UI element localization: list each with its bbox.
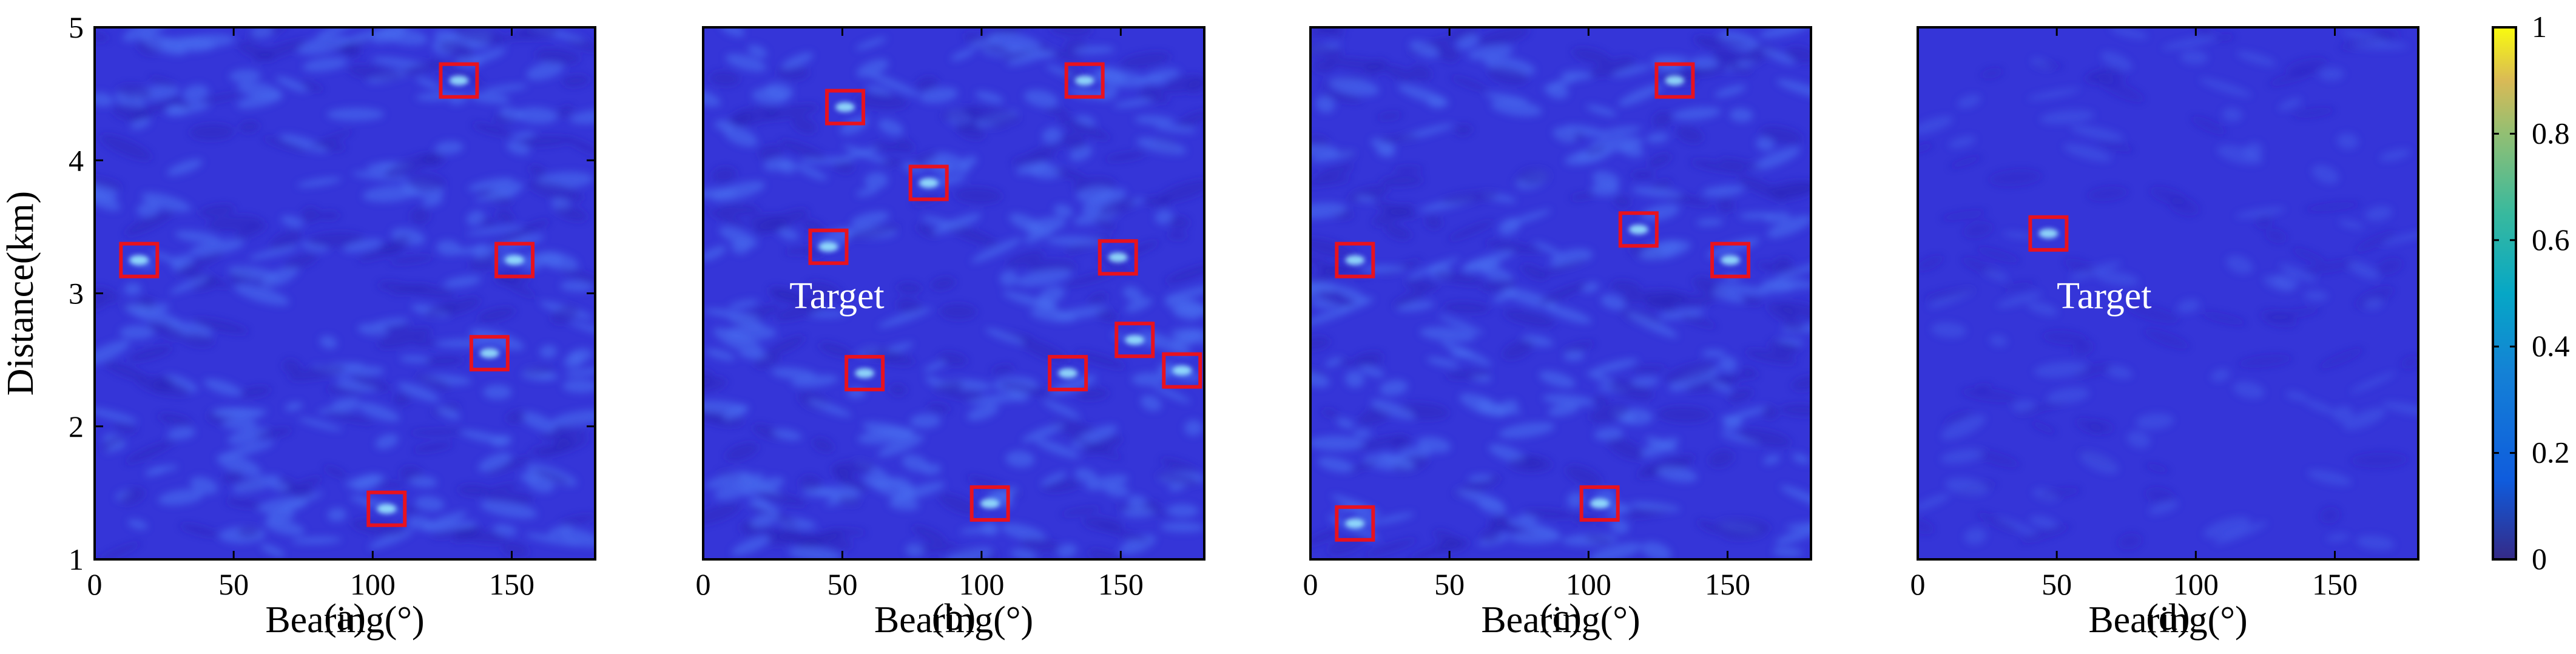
- x-tick-label: 100: [2173, 567, 2219, 601]
- peak-mark: [1721, 255, 1741, 265]
- peak-mark: [2038, 228, 2058, 238]
- peak-mark: [377, 504, 397, 514]
- peak-mark: [1590, 498, 1610, 508]
- peak-mark: [919, 178, 939, 188]
- target-box-5: [1097, 239, 1138, 276]
- peak-mark: [1665, 75, 1685, 86]
- colorbar-tick-label: 0.8: [2532, 116, 2570, 150]
- y-tick-label: 4: [69, 143, 84, 177]
- x-tick-label: 0: [1910, 567, 1926, 601]
- x-tick-label: 150: [1098, 567, 1144, 601]
- x-tick-label: 100: [959, 567, 1004, 601]
- target-box-3: [1618, 211, 1659, 248]
- target-box-1: [1335, 241, 1375, 278]
- panel-b: Target 0 50 100 150 Bearing(°)(b): [696, 26, 1205, 641]
- target-box-6: [845, 355, 885, 392]
- target-box-8: [1114, 322, 1155, 359]
- peak-mark: [980, 498, 1000, 508]
- target-box-4: [1710, 241, 1751, 278]
- target-box-1: [119, 241, 160, 278]
- colorbar-gradient: [2492, 26, 2517, 561]
- x-axis-label: Bearing(°): [874, 599, 1033, 641]
- target-box-6: [1579, 485, 1620, 522]
- panel-label: (c): [1540, 597, 1582, 638]
- peak-mark: [479, 348, 499, 359]
- x-tick-label: 0: [696, 567, 711, 601]
- target-annotation: Target: [2057, 275, 2151, 317]
- colorbar-tick-label: 0.6: [2532, 223, 2570, 257]
- target-box-3: [908, 164, 949, 201]
- heatmap-texture: [1918, 27, 2418, 550]
- target-box-2: [1064, 62, 1105, 99]
- x-tick-label: 50: [2042, 567, 2072, 601]
- x-tick-label: 50: [1434, 567, 1465, 601]
- colorbar: 0 0.2 0.4 0.6 0.8 1: [2492, 10, 2570, 576]
- axes-frame: [702, 26, 1205, 561]
- peak-mark: [1172, 365, 1192, 376]
- peak-mark: [818, 241, 838, 252]
- x-tick-label: 0: [1303, 567, 1318, 601]
- target-box-7: [1048, 355, 1088, 392]
- panel-a: 0 50 100 150 1 2 3 4 5 Bearing(°) Distance(km) (a): [0, 10, 596, 641]
- y-tick-label: 1: [69, 542, 84, 576]
- target-box-2: [439, 62, 479, 99]
- x-tick-label: 50: [827, 567, 857, 601]
- x-axis-label: Bearing(°): [265, 599, 424, 641]
- panel-c: 0 50 100 150 Bearing(°)(c): [1303, 26, 1812, 641]
- peak-mark: [1628, 224, 1648, 235]
- target-annotation: Target: [789, 275, 884, 317]
- panel-label: (a): [324, 597, 366, 638]
- peak-mark: [1345, 518, 1365, 528]
- target-box-10: [969, 485, 1010, 522]
- x-tick-label: 100: [350, 567, 396, 601]
- x-tick-label: 150: [2312, 567, 2358, 601]
- peak-mark: [1058, 368, 1078, 379]
- axes-frame: [1917, 26, 2419, 561]
- y-tick-label: 3: [69, 277, 84, 311]
- axes-frame: [1309, 26, 1812, 561]
- heatmap-texture: [95, 27, 595, 559]
- peak-mark: [1074, 75, 1094, 86]
- heatmap-texture: [703, 27, 1204, 559]
- y-tick-label: 5: [69, 10, 84, 44]
- y-tick-label: 2: [69, 410, 84, 443]
- peak-mark: [835, 102, 855, 112]
- x-axis-label: Bearing(°): [1481, 599, 1640, 641]
- y-axis-label: Distance(km): [0, 191, 41, 396]
- target-box-1: [2028, 215, 2069, 252]
- x-tick-label: 150: [1705, 567, 1750, 601]
- peak-mark: [1108, 252, 1128, 263]
- colorbar-tick-label: 0.2: [2532, 436, 2570, 470]
- panel-label: (d): [2146, 597, 2190, 638]
- peak-mark: [855, 368, 875, 379]
- target-box-5: [1335, 505, 1375, 542]
- target-box-2: [1654, 62, 1695, 99]
- panel-label: (b): [932, 597, 976, 638]
- x-axis-label: Bearing(°): [2088, 599, 2247, 641]
- peak-mark: [505, 255, 525, 265]
- target-box-4: [469, 335, 510, 372]
- x-tick-label: 100: [1566, 567, 1611, 601]
- target-box-5: [366, 490, 407, 527]
- x-tick-label: 50: [218, 567, 249, 601]
- colorbar-tick-label: 1: [2532, 10, 2547, 44]
- target-box-1: [825, 89, 866, 126]
- peak-mark: [1125, 335, 1145, 345]
- x-tick-label: 150: [489, 567, 534, 601]
- peak-mark: [1345, 255, 1365, 265]
- panel-d: Target 0 50 100 150 Bearing(°)(d): [1910, 26, 2419, 641]
- target-box-9: [1162, 352, 1202, 389]
- peak-mark: [449, 75, 469, 86]
- heatmap-texture: [1310, 27, 1811, 559]
- target-box-3: [494, 241, 535, 278]
- colorbar-tick-label: 0.4: [2532, 329, 2570, 363]
- peak-mark: [129, 255, 149, 265]
- x-tick-label: 0: [87, 567, 103, 601]
- colorbar-tick-label: 0: [2532, 542, 2547, 576]
- target-box-4: [808, 228, 849, 265]
